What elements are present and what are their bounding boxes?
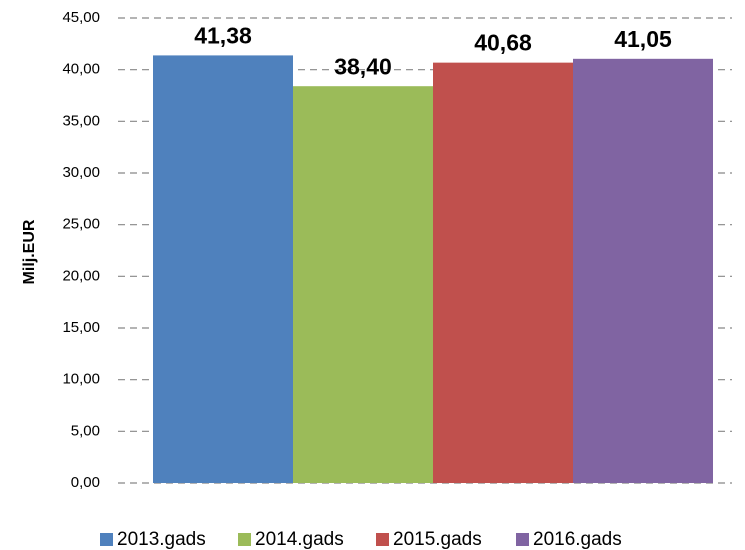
- y-tick-label: 0,00: [71, 474, 100, 491]
- legend-label: 2014.gads: [255, 529, 344, 550]
- legend-swatch: [100, 533, 113, 546]
- value-label: 41,05: [614, 26, 672, 52]
- y-tick-label: 25,00: [62, 216, 100, 233]
- value-label: 41,38: [194, 22, 252, 48]
- y-tick-label: 40,00: [62, 61, 100, 78]
- value-label: 40,68: [474, 30, 532, 56]
- y-tick-label: 45,00: [62, 9, 100, 26]
- y-tick-label: 30,00: [62, 164, 100, 181]
- y-axis-title: Milj.EUR: [21, 219, 38, 284]
- legend-label: 2015.gads: [393, 529, 482, 550]
- bar: [153, 55, 293, 483]
- legend-label: 2016.gads: [533, 529, 622, 550]
- y-tick-label: 20,00: [62, 267, 100, 284]
- y-tick-label: 35,00: [62, 112, 100, 129]
- y-tick-label: 10,00: [62, 371, 100, 388]
- bar: [293, 86, 433, 483]
- legend-swatch: [516, 533, 529, 546]
- bar: [573, 58, 713, 484]
- value-label: 38,40: [334, 53, 392, 79]
- y-tick-label: 5,00: [71, 422, 100, 439]
- y-tick-label: 15,00: [62, 319, 100, 336]
- legend-swatch: [238, 533, 251, 546]
- legend-swatch: [376, 533, 389, 546]
- bar: [433, 62, 573, 483]
- legend-label: 2013.gads: [117, 529, 206, 550]
